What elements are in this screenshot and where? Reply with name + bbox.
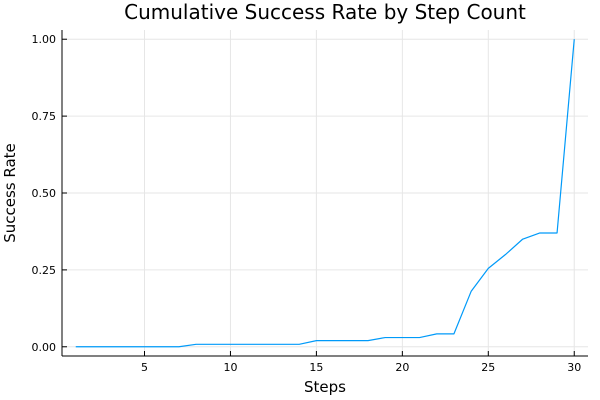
y-tick-label: 0.00 bbox=[32, 341, 57, 354]
series-line bbox=[75, 39, 575, 348]
x-tick-label: 20 bbox=[395, 361, 409, 374]
x-axis-label: Steps bbox=[304, 378, 346, 396]
series-layer bbox=[75, 39, 575, 348]
grid bbox=[62, 30, 588, 356]
y-axis-label: Success Rate bbox=[1, 143, 19, 243]
x-tick-label: 30 bbox=[567, 361, 581, 374]
x-tick-label: 10 bbox=[223, 361, 237, 374]
y-tick-label: 0.75 bbox=[32, 110, 57, 123]
y-tick-label: 0.25 bbox=[32, 264, 57, 277]
x-ticks: 5 10 15 20 25 30 bbox=[141, 351, 581, 374]
chart-title: Cumulative Success Rate by Step Count bbox=[124, 0, 526, 24]
x-tick-label: 5 bbox=[141, 361, 148, 374]
x-tick-label: 25 bbox=[481, 361, 495, 374]
x-tick-label: 15 bbox=[309, 361, 323, 374]
y-ticks: 0.00 0.25 0.50 0.75 1.00 bbox=[32, 33, 67, 354]
y-tick-label: 0.50 bbox=[32, 187, 57, 200]
y-tick-label: 1.00 bbox=[32, 33, 57, 46]
